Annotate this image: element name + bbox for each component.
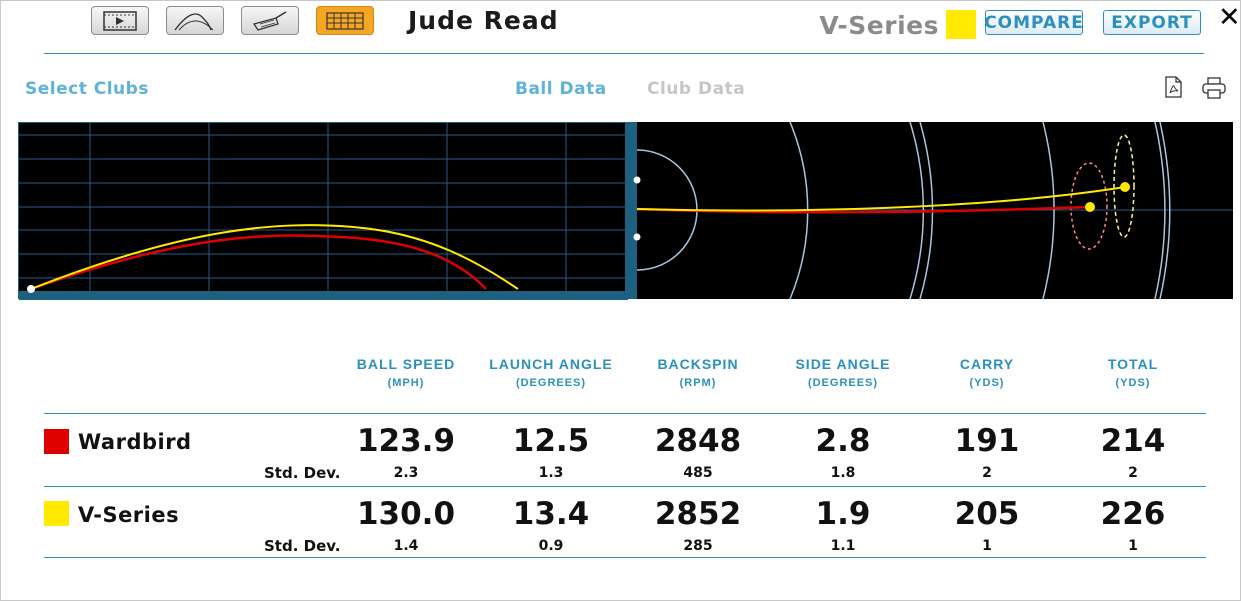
close-icon[interactable]: ✕: [1218, 2, 1241, 33]
col-unit: (YDS): [1115, 377, 1151, 389]
club-view-button[interactable]: [241, 6, 299, 35]
trajectory-v-series: [30, 224, 519, 290]
select-clubs-link[interactable]: Select Clubs: [25, 79, 149, 99]
side-angle-std: 1.1: [830, 538, 856, 554]
std-dev-label: Std. Dev.: [264, 537, 341, 555]
launch-point-marker: [27, 285, 35, 293]
backspin-value: 2848: [654, 423, 742, 459]
launch-angle-std: 1.3: [538, 465, 564, 481]
club-name: Wardbird: [78, 430, 192, 454]
dispersion-ellipse-v-series: [1113, 134, 1135, 238]
table-divider: [44, 486, 1206, 487]
tee-marker-upper: [633, 176, 641, 184]
col-title: BALL SPEED: [356, 356, 456, 372]
flight-path-v-series: [636, 186, 1126, 212]
col-header-backspin: BACKSPIN (RPM): [628, 356, 768, 389]
trajectory-wardbird: [30, 234, 487, 291]
club-head-icon: [252, 10, 287, 31]
tee-marker-lower: [633, 233, 641, 241]
col-header-side-angle: SIDE ANGLE (DEGREES): [773, 356, 913, 389]
data-grid-icon: [326, 11, 364, 30]
export-button[interactable]: EXPORT: [1103, 10, 1201, 35]
backspin-value: 2852: [654, 496, 742, 532]
launch-angle-value: 13.4: [512, 496, 590, 532]
selected-club-color-swatch: [946, 10, 976, 39]
tab-ball-data[interactable]: Ball Data: [515, 79, 607, 99]
side-view-trajectory-chart: [18, 122, 628, 300]
col-header-launch-angle: LAUNCH ANGLE (DEGREES): [481, 356, 621, 389]
club-color-swatch-v-series: [44, 501, 69, 526]
col-title: CARRY: [959, 356, 1015, 372]
pdf-icon[interactable]: [1163, 76, 1183, 102]
std-dev-label: Std. Dev.: [264, 464, 341, 482]
carry-value: 205: [954, 496, 1020, 532]
side-angle-value: 2.8: [815, 423, 871, 459]
col-title: SIDE ANGLE: [795, 356, 891, 372]
launch-angle-std: 0.9: [538, 538, 564, 554]
landing-point-wardbird: [1085, 202, 1095, 212]
col-unit: (YDS): [969, 377, 1005, 389]
col-title: TOTAL: [1107, 356, 1159, 372]
table-view-button[interactable]: [316, 6, 374, 35]
col-title: BACKSPIN: [657, 356, 739, 372]
col-title: LAUNCH ANGLE: [489, 356, 613, 372]
trajectory-view-button[interactable]: [166, 6, 224, 35]
video-view-button[interactable]: [91, 6, 149, 35]
club-color-swatch-wardbird: [44, 429, 69, 454]
ball-speed-value: 130.0: [356, 496, 456, 532]
trajectory-arc-icon: [174, 12, 214, 30]
carry-std: 2: [982, 465, 992, 481]
col-header-total: TOTAL (YDS): [1063, 356, 1203, 389]
col-header-carry: CARRY (YDS): [917, 356, 1057, 389]
carry-value: 191: [954, 423, 1020, 459]
table-divider: [44, 557, 1206, 558]
table-divider: [44, 413, 1206, 414]
dispersion-ellipse-wardbird: [1070, 162, 1108, 250]
compare-button[interactable]: COMPARE: [984, 10, 1083, 35]
selected-club-name: V-Series: [819, 11, 939, 40]
film-strip-icon: [103, 10, 137, 31]
print-icon[interactable]: [1202, 77, 1226, 103]
launch-angle-value: 12.5: [512, 423, 590, 459]
backspin-std: 485: [683, 465, 713, 481]
side-angle-value: 1.9: [815, 496, 871, 532]
tee-box-bar: [625, 122, 637, 299]
col-unit: (RPM): [679, 377, 717, 389]
backspin-std: 285: [683, 538, 713, 554]
top-view-dispersion-chart: [625, 122, 1233, 299]
header-divider: [44, 53, 1204, 54]
total-value: 214: [1100, 423, 1166, 459]
total-std: 2: [1128, 465, 1138, 481]
total-value: 226: [1100, 496, 1166, 532]
side-angle-std: 1.8: [830, 465, 856, 481]
club-name: V-Series: [78, 503, 180, 527]
ground-line: [19, 291, 628, 300]
col-unit: (DEGREES): [515, 377, 587, 389]
carry-std: 1: [982, 538, 992, 554]
landing-point-v-series: [1120, 182, 1130, 192]
total-std: 1: [1128, 538, 1138, 554]
ball-speed-std: 2.3: [393, 465, 419, 481]
col-header-ball-speed: BALL SPEED (MPH): [336, 356, 476, 389]
col-unit: (DEGREES): [807, 377, 879, 389]
ball-speed-value: 123.9: [356, 423, 456, 459]
tab-club-data[interactable]: Club Data: [647, 79, 746, 99]
side-view-grid: [19, 123, 628, 300]
col-unit: (MPH): [387, 377, 425, 389]
player-name: Jude Read: [408, 6, 559, 35]
ball-speed-std: 1.4: [393, 538, 419, 554]
